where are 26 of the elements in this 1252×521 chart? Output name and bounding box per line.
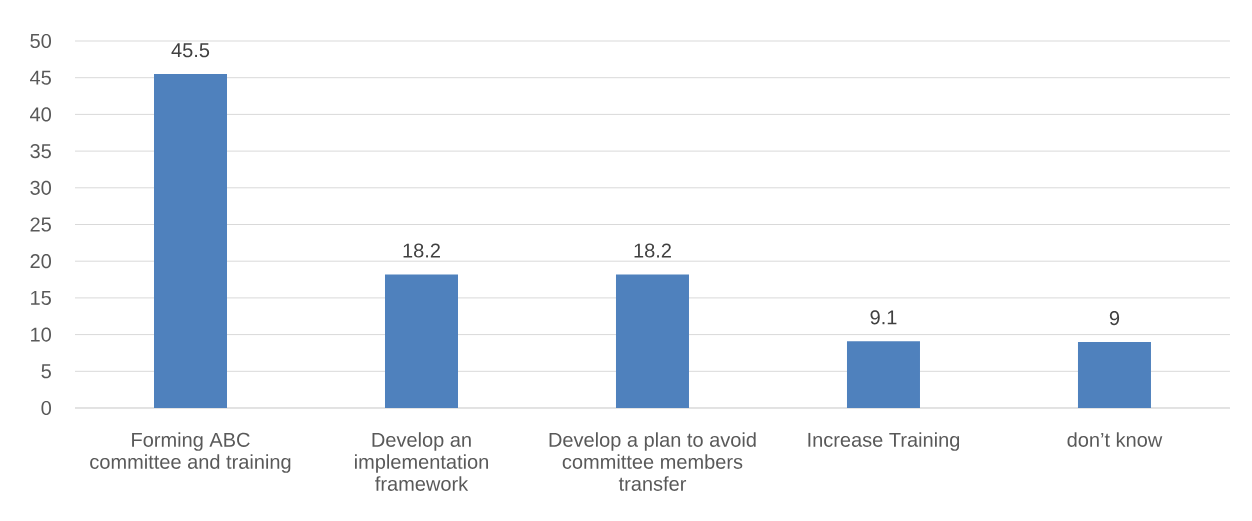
- data-label: 18.2: [634, 243, 671, 258]
- y-tick-label: 10: [31, 327, 52, 342]
- bar: [1077, 341, 1151, 408]
- bar: [384, 274, 458, 408]
- y-tick-label: 25: [30, 217, 51, 232]
- data-label: 9.1: [870, 310, 897, 325]
- x-tick-label: Forming ABC committee and training: [90, 432, 291, 473]
- bar: [154, 74, 227, 408]
- x-tick-label: Increase Training: [808, 432, 960, 451]
- x-tick-label: don’t know: [1067, 432, 1163, 447]
- x-tick-label: Develop an implementation framework: [355, 432, 488, 491]
- y-tick-label: 30: [30, 180, 52, 195]
- data-label: 9: [1109, 310, 1120, 326]
- x-tick-label: Develop a plan to avoid committee members transfer: [549, 432, 756, 491]
- data-label: 45.5: [171, 43, 210, 58]
- y-tick-label: 35: [30, 144, 51, 159]
- y-tick-label: 20: [30, 254, 52, 269]
- y-tick-label: 40: [30, 107, 52, 122]
- y-tick-label: 5: [41, 364, 51, 379]
- bar: [615, 274, 689, 408]
- y-tick-label: 45: [30, 70, 51, 85]
- y-tick-label: 0: [41, 400, 52, 416]
- data-label: 18.2: [403, 243, 440, 258]
- y-tick-label: 50: [30, 33, 52, 49]
- bar: [846, 341, 920, 408]
- y-tick-label: 15: [31, 290, 51, 305]
